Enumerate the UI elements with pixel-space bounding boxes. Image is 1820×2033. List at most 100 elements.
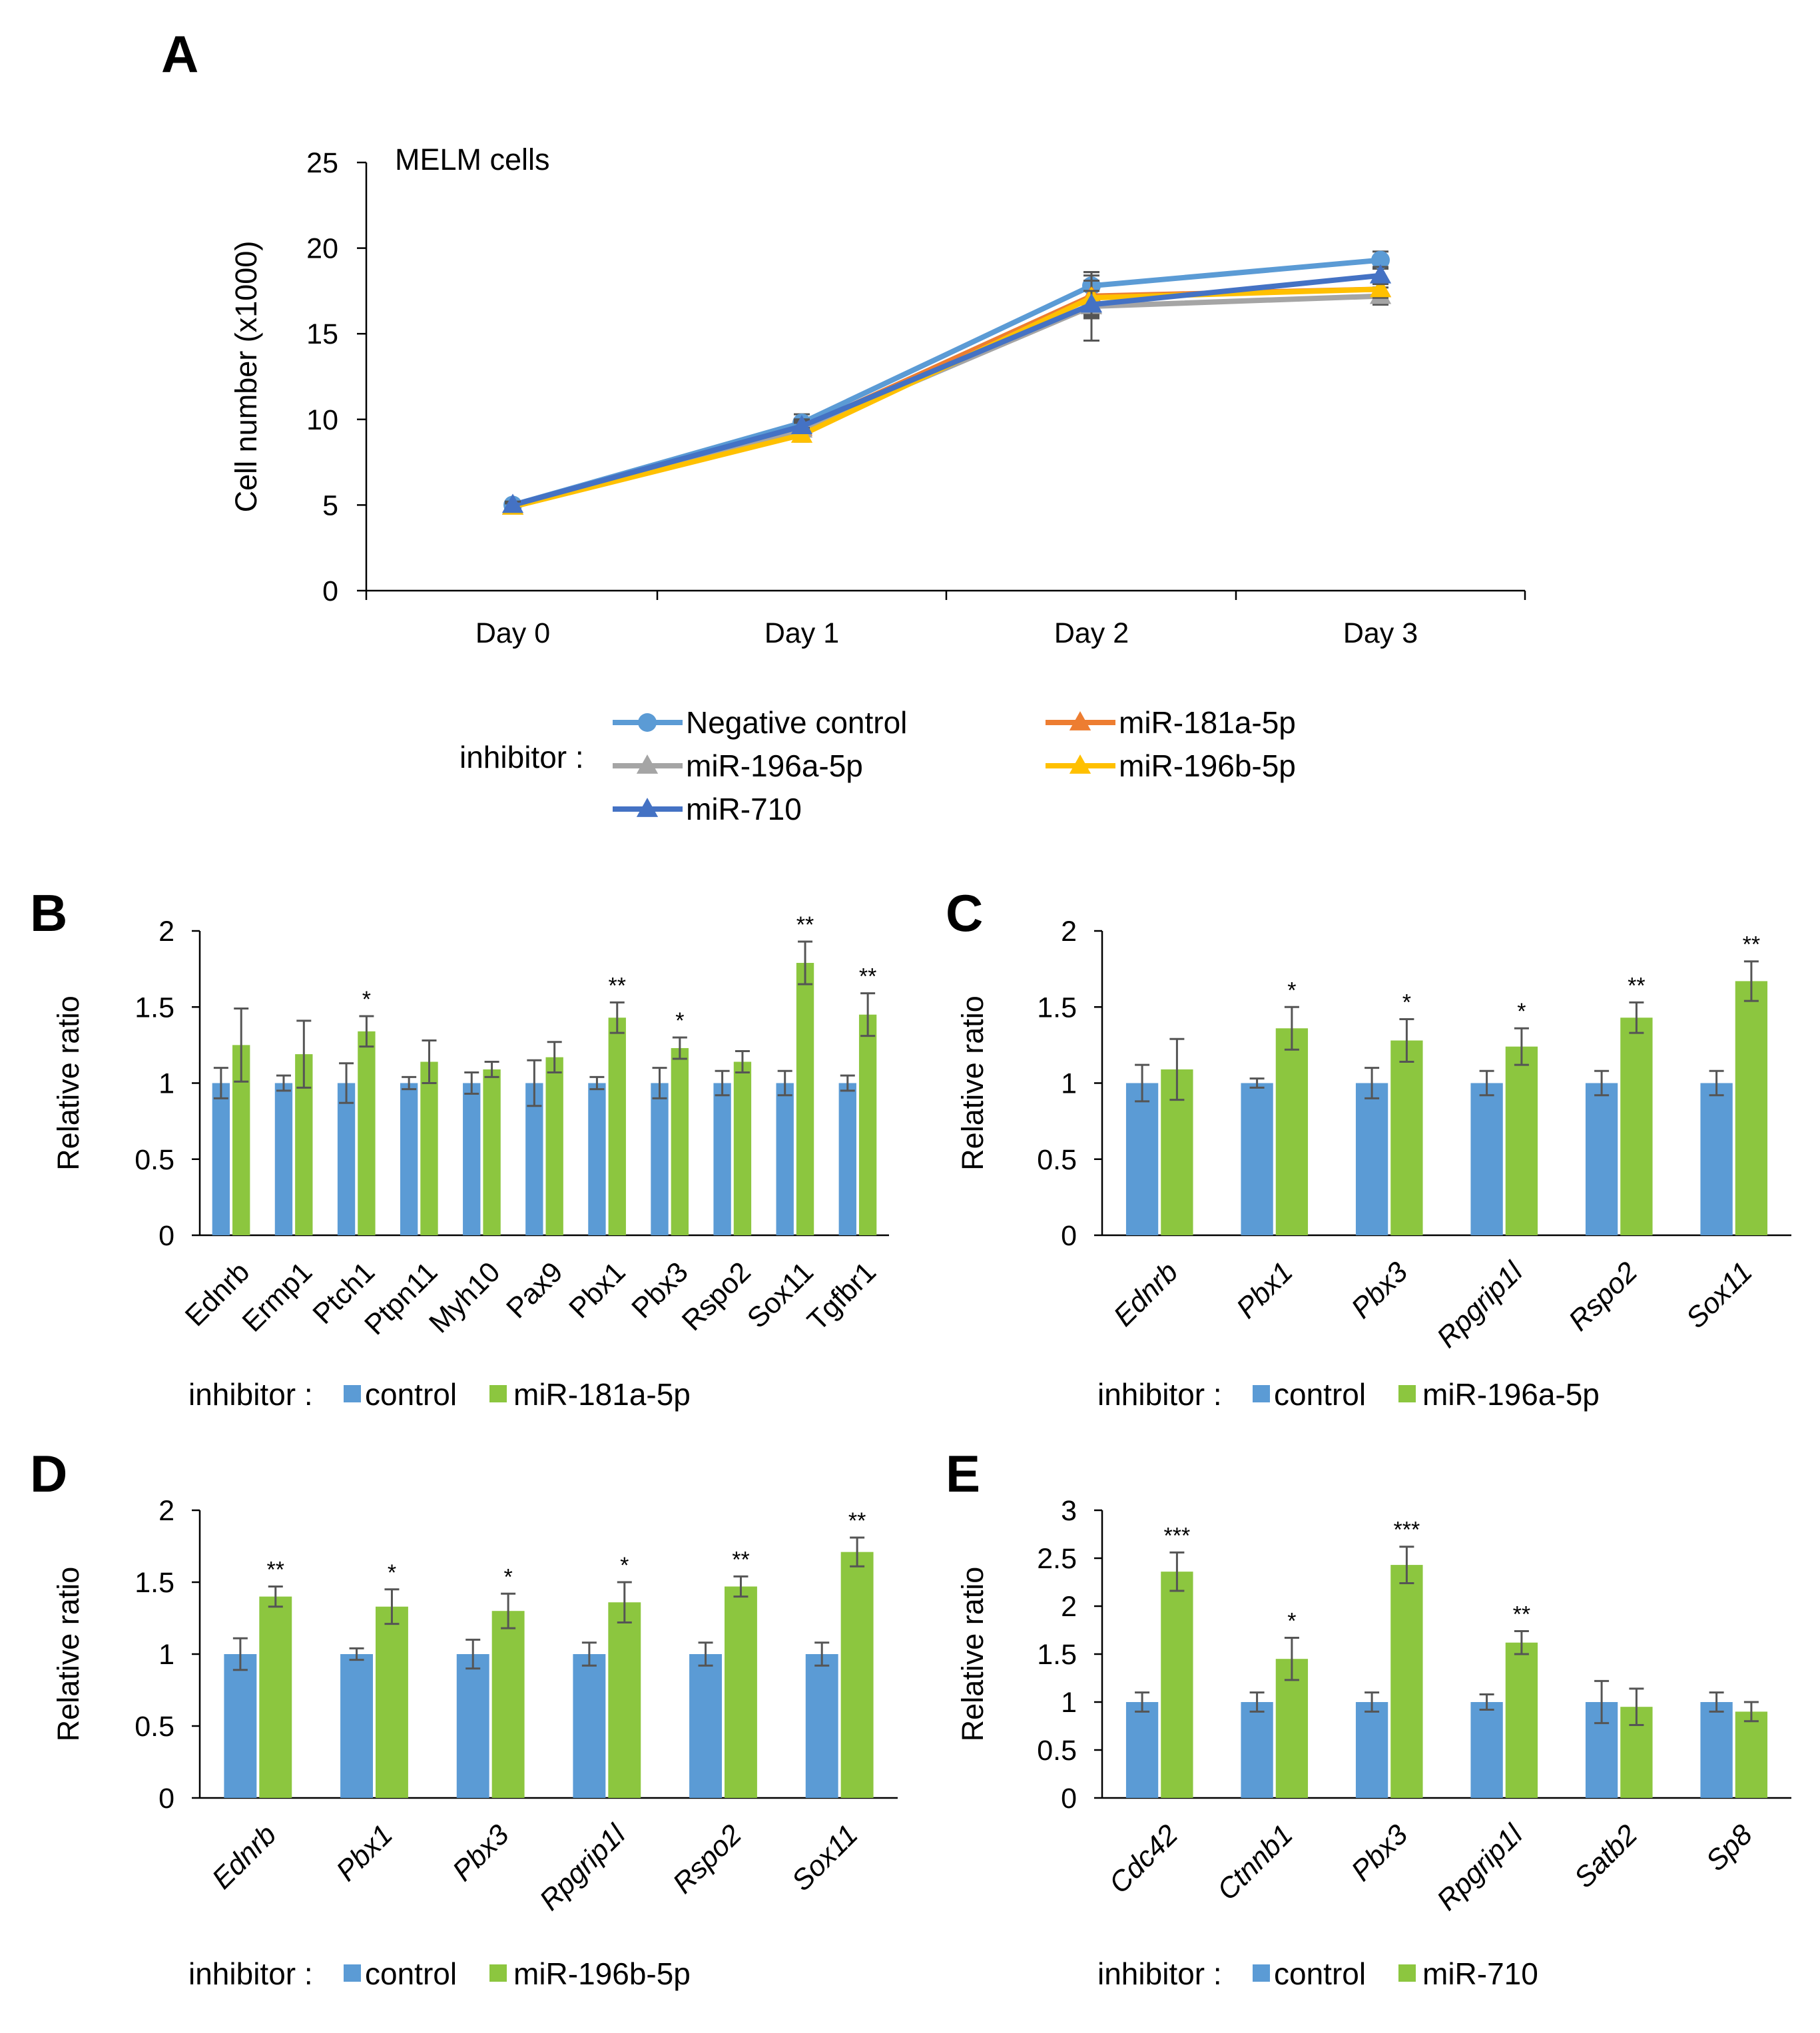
legend-label: control [1274, 1377, 1366, 1412]
bar-mir-710 [1390, 1565, 1423, 1798]
x-tick-label: Sp8 [1700, 1819, 1759, 1877]
legend-item-mir-181a-5p: miR-181a-5p [489, 1377, 691, 1412]
data-point [1369, 278, 1392, 298]
x-tick-label: Rspo2 [676, 1256, 757, 1337]
y-tick-label: 15 [306, 318, 338, 350]
y-tick-label: 1 [158, 1068, 174, 1100]
bar-mir-181a-5p [671, 1047, 689, 1235]
y-tick-label: 20 [306, 233, 338, 265]
y-tick-label: 2 [1061, 1591, 1077, 1623]
bar-control [588, 1083, 606, 1235]
panel-letter-d: D [30, 1444, 67, 1503]
category-ctnnb1: * Ctnnb1 [1211, 1609, 1309, 1906]
bar-mir-181a-5p [483, 1069, 501, 1235]
significance-marker: ** [848, 1508, 866, 1534]
legend-label: miR-181a-5p [1119, 705, 1296, 740]
bar-control [805, 1654, 838, 1798]
x-tick-label: Ctnnb1 [1211, 1819, 1299, 1906]
bar-mir-196b-5p [840, 1552, 874, 1798]
bar-chart-mir-196b-5p: 0 0.5 1 1.5 2 Relative ratio ** Ednrb * Pbx1 * Pbx3… [51, 1495, 898, 1991]
category-pbx3: *Pbx3 [626, 1008, 695, 1324]
bar-control [689, 1654, 722, 1798]
bar-mir-710 [1161, 1572, 1193, 1798]
category-ednrb: ** Ednrb [206, 1557, 292, 1895]
y-tick-label: 0.5 [1037, 1144, 1077, 1176]
legend-swatch [1398, 1385, 1416, 1402]
bar-control [525, 1083, 543, 1235]
legend-prefix: inhibitor : [188, 1956, 313, 1991]
legend-item-mir-196b-5p: miR-196b-5p [1046, 748, 1296, 783]
bar-control [1470, 1083, 1503, 1235]
legend-prefix: inhibitor : [1097, 1377, 1222, 1412]
legend-marker [1069, 754, 1091, 774]
y-tick-label: 1 [158, 1639, 174, 1671]
legend-marker [1069, 711, 1091, 730]
bar-mir-196b-5p [376, 1606, 408, 1798]
significance-marker: * [1402, 990, 1411, 1016]
bar-mir-181a-5p [733, 1061, 752, 1235]
x-tick-label: Rspo2 [667, 1819, 748, 1900]
significance-marker: ** [732, 1547, 749, 1572]
legend-item-mir-196a-5p: miR-196a-5p [613, 748, 863, 783]
x-tick-label: Pbx3 [446, 1819, 515, 1887]
y-tick-label: 25 [306, 147, 338, 179]
bar-mir-196a-5p [1275, 1028, 1309, 1235]
y-tick-label: 0 [322, 575, 338, 607]
x-tick-label: Rpgrip1l [1431, 1818, 1530, 1916]
legend-swatch [1398, 1964, 1416, 1982]
y-tick-label: 10 [306, 404, 338, 436]
x-tick-label: Ednrb [206, 1819, 282, 1895]
bar-mir-710 [1275, 1659, 1309, 1798]
bar-control [1355, 1083, 1388, 1235]
data-point [790, 415, 813, 434]
bar-mir-181a-5p [358, 1031, 376, 1235]
category-rpgrip1l: ** Rpgrip1l [1431, 1601, 1538, 1916]
legend-label: miR-710 [1422, 1956, 1538, 1991]
significance-marker: ** [796, 912, 814, 938]
bar-chart-mir-196a-5p: 0 0.5 1 1.5 2 Relative ratio Ednrb * Pbx1 * Pbx3 * R… [956, 916, 1791, 1412]
significance-marker: * [1517, 999, 1526, 1024]
bar-control [1125, 1702, 1159, 1798]
x-tick-label: Rpgrip1l [1431, 1255, 1530, 1354]
x-tick-label: Cdc42 [1103, 1819, 1184, 1900]
bar-control [340, 1654, 373, 1798]
y-tick-label: 0.5 [1037, 1735, 1077, 1767]
legend: inhibitor : Negative control miR-181a-5p mi… [459, 705, 1296, 826]
significance-marker: * [1287, 978, 1296, 1003]
legend: inhibitor : control miR-196b-5p [188, 1956, 691, 1991]
significance-marker: * [388, 1560, 396, 1586]
legend: inhibitor : control miR-196a-5p [1097, 1377, 1600, 1412]
significance-marker: ** [859, 964, 876, 990]
y-tick-label: 1.5 [135, 992, 174, 1023]
bar-mir-710 [1505, 1642, 1538, 1798]
data-point [1371, 250, 1390, 270]
category-rpgrip1l: * Rpgrip1l [1431, 999, 1538, 1354]
bar-mir-181a-5p [796, 962, 814, 1235]
y-tick-label: 1 [1061, 1687, 1077, 1719]
x-tick-label: Pbx1 [1231, 1256, 1299, 1324]
legend-swatch [344, 1964, 361, 1982]
legend-item-control: control [344, 1377, 457, 1412]
legend-item-control: control [1253, 1956, 1366, 1991]
bar-control [224, 1654, 257, 1798]
y-tick-label: 0 [1061, 1220, 1077, 1252]
x-tick-label: Sox11 [741, 1256, 820, 1334]
category-ednrb: Ednrb [179, 1008, 256, 1332]
bar-control [274, 1083, 293, 1235]
bar-mir-196a-5p [1735, 981, 1768, 1235]
significance-marker: * [620, 1553, 629, 1578]
bar-control [1470, 1702, 1503, 1798]
y-axis-title: Cell number (x1000) [229, 241, 263, 513]
data-point [501, 493, 524, 513]
bar-control [456, 1654, 489, 1798]
bar-control [463, 1083, 481, 1235]
x-tick-label: Day 3 [1343, 617, 1418, 649]
significance-marker: ** [609, 973, 626, 998]
x-tick-label: Sox11 [786, 1819, 864, 1897]
bar-control [1700, 1702, 1733, 1798]
bar-control [1700, 1083, 1733, 1235]
legend-label: Negative control [686, 705, 907, 740]
y-axis-title: Relative ratio [956, 996, 990, 1171]
legend-swatch [344, 1385, 361, 1402]
